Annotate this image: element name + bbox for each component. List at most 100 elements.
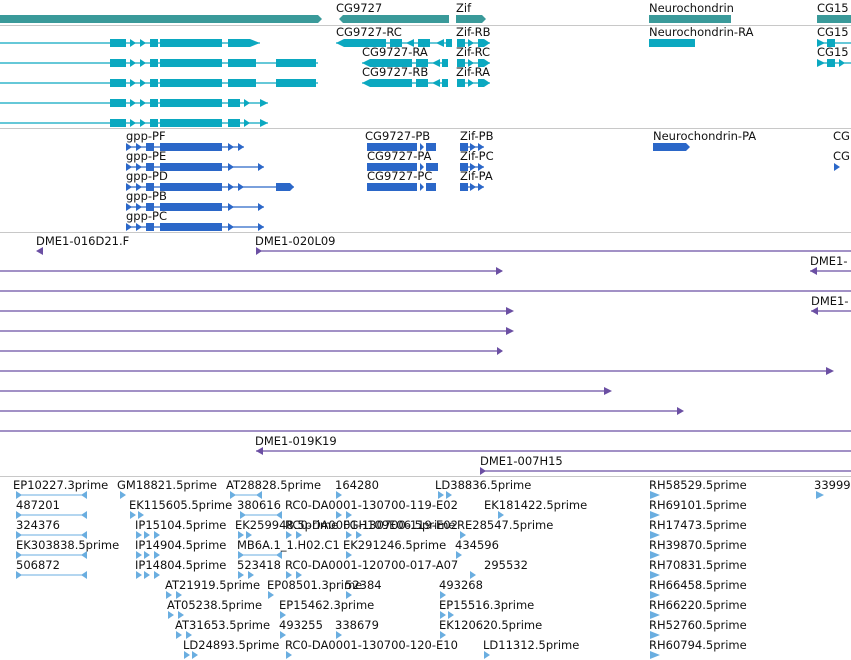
est-rh70831[interactable] [650,571,660,579]
est-at05238[interactable] [168,611,184,619]
est-ld38836[interactable] [438,491,452,499]
est-rh39870[interactable] [650,551,660,559]
est-rh66458[interactable] [650,591,660,599]
est-ep15462[interactable] [280,611,286,619]
transcript-gpp-4[interactable] [0,99,268,107]
protein-gpp-pe[interactable] [126,163,264,171]
protein-cg9727-pc[interactable] [367,183,436,191]
protein-zif-pb[interactable] [460,143,484,151]
est-ip14804[interactable] [136,571,160,579]
est-rh17473[interactable] [650,531,660,539]
protein-cg9727-pa[interactable] [367,163,438,171]
est-ek120620[interactable] [440,631,446,639]
est-ep15516[interactable] [440,611,454,619]
est-380616[interactable] [240,511,282,519]
est-ip15104[interactable] [136,531,160,539]
est-at28828[interactable] [230,491,262,499]
protein-gpp-pd[interactable] [126,183,294,191]
clone-line-019k19[interactable] [256,447,851,455]
est-at31653[interactable] [176,631,192,639]
est-rc0-017-a07[interactable] [286,571,302,579]
est-ek303838[interactable] [16,551,87,559]
est-324376[interactable] [16,531,87,539]
est-ep10227[interactable] [16,491,87,499]
protein-gpp-pb[interactable] [126,203,264,211]
gene-bar-cg9727[interactable] [339,15,449,23]
est-mb6a[interactable] [238,551,282,559]
est-434596[interactable] [456,551,462,559]
protein-cg-1[interactable] [834,163,840,171]
est-rh66220[interactable] [650,611,660,619]
clone-line-007h15[interactable] [480,467,851,475]
gene-bar-zif[interactable] [456,15,486,23]
est-ek181422[interactable] [498,511,504,519]
gene-bar-gpp[interactable] [0,15,322,23]
transcript-neurochondrin-ra[interactable] [649,39,695,47]
est-ek115605[interactable] [130,511,144,519]
est-ep08501[interactable] [268,591,274,599]
est-rh60794[interactable] [650,651,660,659]
clone-line-020l09[interactable] [256,247,851,255]
est-493268[interactable] [440,591,446,599]
gene-bar-neurochondrin[interactable] [649,15,731,23]
clone-line-5[interactable] [0,347,503,355]
est-ld11312[interactable] [484,651,490,659]
est-506872[interactable] [16,571,87,579]
est-523418[interactable] [238,571,254,579]
est-164280[interactable] [336,491,342,499]
transcript-gpp-1[interactable] [0,39,260,47]
est-493255[interactable] [280,631,286,639]
transcript-gpp-5[interactable] [0,119,268,127]
transcript-cg9727-rb[interactable] [362,79,448,87]
transcript-cg15-2[interactable] [817,59,851,67]
protein-gpp-pc[interactable] [126,223,264,231]
clone-line-4[interactable] [0,327,514,335]
protein-neurochondrin-pa[interactable] [653,143,690,151]
est-label: 493255 [279,618,323,632]
transcript-cg9727-rc[interactable] [336,39,452,47]
clone-line-8[interactable] [0,407,684,415]
est-gm18821[interactable] [120,491,126,499]
est-295532[interactable] [470,571,476,579]
protein-gpp-pf[interactable] [126,143,244,151]
est-33999[interactable] [816,491,824,499]
transcript-gpp-2[interactable] [0,59,318,67]
est-at21919[interactable] [166,591,182,599]
clone-line-6[interactable] [0,367,834,375]
est-ld24893[interactable] [184,651,198,659]
est-52384[interactable] [346,591,352,599]
est-fgh109e06[interactable] [346,531,362,539]
gene-bar-cg15[interactable] [817,15,851,23]
transcript-zif-ra[interactable] [457,79,490,87]
clone-arrow-dme1-a[interactable] [810,267,851,275]
transcript-zif-rc[interactable] [457,59,490,67]
transcript-cg15-1[interactable] [817,39,851,47]
est-label: 434596 [455,538,499,552]
est-rh69101[interactable] [650,511,660,519]
est-rc0-119-e02[interactable] [336,511,352,519]
est-487201[interactable] [16,511,87,519]
est-rh58529[interactable] [650,491,660,499]
protein-label-cg-1: CG [833,129,850,143]
clone-arrow-dme1-b[interactable] [811,307,851,315]
protein-zif-pa[interactable] [460,183,484,191]
clone-line-1[interactable] [0,267,503,275]
est-re28547[interactable] [460,531,466,539]
transcript-zif-rb[interactable] [457,39,490,47]
est-ek291246[interactable] [346,551,352,559]
transcript-cg9727-ra[interactable] [362,59,448,67]
clone-arrow-016d21[interactable] [36,247,43,255]
est-338679[interactable] [336,631,342,639]
protein-cg9727-pb[interactable] [367,143,436,151]
protein-zif-pc[interactable] [460,163,484,171]
est-rc0-119-e02-b[interactable] [286,531,302,539]
est-rc0-120-e10[interactable] [286,651,292,659]
transcript-track [0,39,851,127]
est-ek259948[interactable] [238,531,252,539]
transcript-gpp-3[interactable] [0,79,318,87]
clone-line-3[interactable] [0,307,514,315]
clone-line-7[interactable] [0,387,612,395]
est-label: EK181422.5prime [484,498,587,512]
est-rh52760[interactable] [650,631,660,639]
est-ip14904[interactable] [136,551,160,559]
